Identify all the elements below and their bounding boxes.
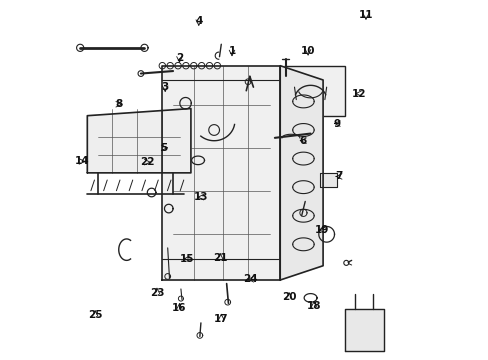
Bar bbox=[269, 117, 315, 150]
Polygon shape bbox=[344, 309, 383, 351]
Text: 22: 22 bbox=[140, 157, 154, 167]
Text: 5: 5 bbox=[160, 143, 167, 153]
Text: 6: 6 bbox=[299, 136, 306, 146]
Text: 7: 7 bbox=[335, 171, 342, 181]
Text: 16: 16 bbox=[172, 303, 186, 313]
Text: 24: 24 bbox=[243, 274, 258, 284]
Text: 10: 10 bbox=[300, 46, 315, 56]
Text: 21: 21 bbox=[212, 253, 227, 263]
Text: 17: 17 bbox=[214, 314, 228, 324]
Polygon shape bbox=[87, 109, 190, 173]
Polygon shape bbox=[319, 173, 337, 187]
Polygon shape bbox=[280, 66, 323, 280]
Text: 25: 25 bbox=[88, 310, 102, 320]
Text: 11: 11 bbox=[358, 10, 372, 20]
Bar bbox=[283, 66, 344, 116]
Text: 8: 8 bbox=[115, 99, 122, 109]
Polygon shape bbox=[162, 66, 280, 280]
Text: 4: 4 bbox=[195, 16, 202, 26]
Text: 2: 2 bbox=[176, 53, 183, 63]
Text: 23: 23 bbox=[149, 288, 164, 297]
Text: 15: 15 bbox=[180, 253, 194, 264]
Text: 13: 13 bbox=[193, 192, 208, 202]
Text: 20: 20 bbox=[281, 292, 296, 302]
Text: 1: 1 bbox=[228, 46, 235, 57]
Text: 19: 19 bbox=[315, 225, 329, 235]
Text: 12: 12 bbox=[351, 89, 366, 99]
Text: 3: 3 bbox=[161, 82, 168, 92]
Text: 9: 9 bbox=[333, 118, 340, 129]
Text: 14: 14 bbox=[75, 157, 89, 166]
Text: 18: 18 bbox=[306, 301, 321, 311]
